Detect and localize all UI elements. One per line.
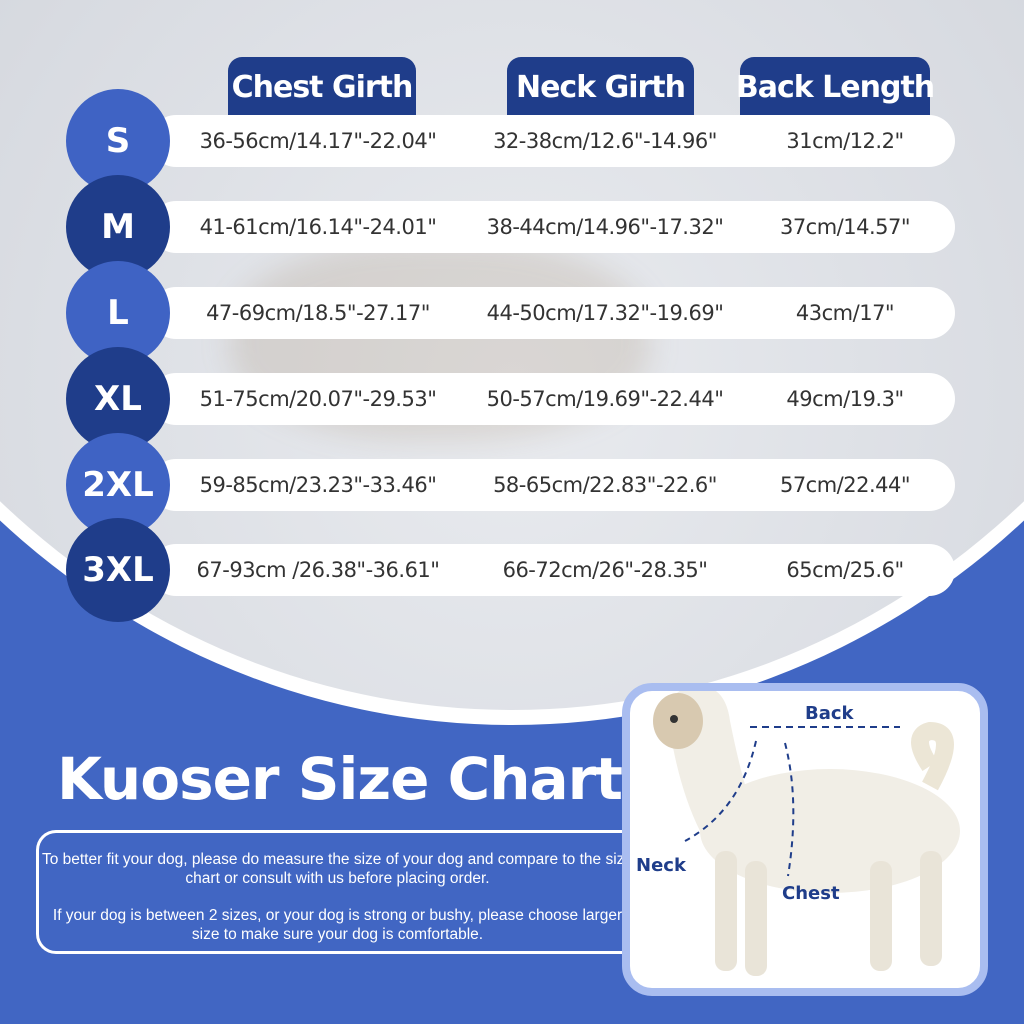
- label-back: Back: [805, 703, 854, 724]
- header-chest-girth: Chest Girth: [228, 57, 416, 117]
- label-neck: Neck: [636, 855, 686, 876]
- neck-value: 38-44cm/14.96"-17.32": [486, 215, 724, 239]
- measurement-diagram: Back Neck Chest: [622, 683, 988, 996]
- neck-value: 66-72cm/26"-28.35": [502, 558, 708, 582]
- note-paragraph: If your dog is between 2 sizes, or your …: [52, 907, 623, 943]
- neck-value: 44-50cm/17.32"-19.69": [486, 301, 724, 325]
- neck-value: 50-57cm/19.69"-22.44": [486, 387, 724, 411]
- back-value: 49cm/19.3": [786, 387, 904, 411]
- size-row-m: 41-61cm/16.14"-24.01" 38-44cm/14.96"-17.3…: [150, 201, 955, 253]
- size-row-l: 47-69cm/18.5"-27.17" 44-50cm/17.32"-19.69…: [150, 287, 955, 339]
- size-row-xl: 51-75cm/20.07"-29.53" 50-57cm/19.69"-22.4…: [150, 373, 955, 425]
- neck-value: 58-65cm/22.83"-22.6": [493, 473, 717, 497]
- page-title: Kuoser Size Chart: [57, 745, 623, 813]
- chest-value: 67-93cm /26.38"-36.61": [196, 558, 440, 582]
- back-value: 65cm/25.6": [786, 558, 904, 582]
- note-paragraph: To better fit your dog, please do measur…: [41, 851, 634, 887]
- back-value: 43cm/17": [795, 301, 895, 325]
- chest-value: 51-75cm/20.07"-29.53": [199, 387, 437, 411]
- chest-value: 59-85cm/23.23"-33.46": [199, 473, 437, 497]
- measurement-note: To better fit your dog, please do measur…: [36, 830, 636, 954]
- label-chest: Chest: [782, 883, 840, 904]
- size-badge: XL: [66, 347, 170, 451]
- header-back-length: Back Length: [736, 57, 935, 117]
- chest-value: 47-69cm/18.5"-27.17": [206, 301, 430, 325]
- back-value: 57cm/22.44": [779, 473, 911, 497]
- chest-value: 41-61cm/16.14"-24.01": [199, 215, 437, 239]
- back-value: 31cm/12.2": [786, 129, 904, 153]
- size-row-2xl: 59-85cm/23.23"-33.46" 58-65cm/22.83"-22.6…: [150, 459, 955, 511]
- back-value: 37cm/14.57": [779, 215, 911, 239]
- size-badge: 3XL: [66, 518, 170, 622]
- chest-value: 36-56cm/14.17"-22.04": [199, 129, 437, 153]
- pug-illustration: [653, 691, 960, 976]
- neck-value: 32-38cm/12.6"-14.96": [493, 129, 717, 153]
- size-row-3xl: 67-93cm /26.38"-36.61" 66-72cm/26"-28.35"…: [150, 544, 955, 596]
- size-row-s: 36-56cm/14.17"-22.04" 32-38cm/12.6"-14.96…: [150, 115, 955, 167]
- header-neck-girth: Neck Girth: [507, 57, 694, 117]
